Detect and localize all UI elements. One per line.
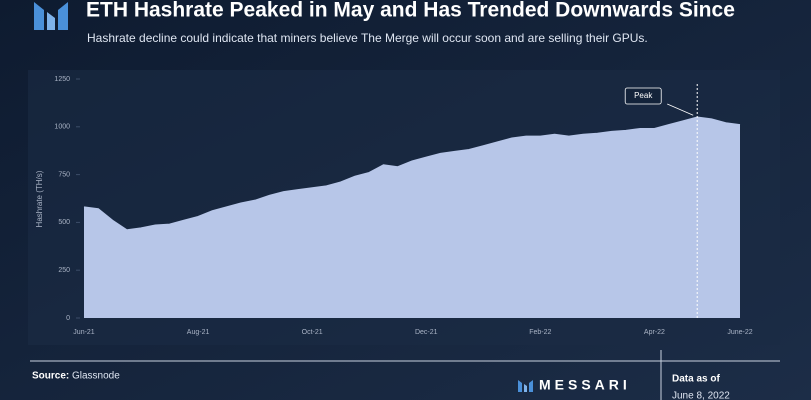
- peak-pointer: [667, 103, 694, 116]
- chart-subtitle: Hashrate decline could indicate that min…: [87, 31, 648, 45]
- x-tick-label: Apr-22: [644, 329, 665, 336]
- x-tick-label: Oct-21: [302, 329, 323, 336]
- peak-label: Peak: [634, 91, 653, 100]
- y-tick-label: 500: [58, 219, 70, 226]
- y-tick-label: 1250: [54, 76, 70, 83]
- brand-logo: [518, 380, 533, 392]
- y-tick-label: 750: [58, 171, 70, 178]
- x-tick-label: Aug-21: [187, 329, 210, 336]
- y-tick-label: 0: [66, 315, 70, 322]
- peak-box: [624, 87, 662, 105]
- chart-title: ETH Hashrate Peaked in May and Has Trend…: [86, 0, 735, 22]
- source-label: Source:: [32, 371, 69, 382]
- area-fill: [84, 117, 740, 319]
- data-date: June 8, 2022: [672, 391, 730, 400]
- x-tick-label: Feb-22: [529, 329, 551, 336]
- x-tick-label: Dec-21: [415, 329, 438, 336]
- x-tick-label: Jun-21: [73, 329, 95, 336]
- y-tick-label: 250: [58, 267, 70, 274]
- x-tick-label: June-22: [727, 329, 752, 336]
- source: Glassnode: [72, 371, 120, 382]
- brand: MESSARI: [539, 377, 631, 393]
- area-line: [83, 116, 741, 231]
- data-as-of: Data as of: [672, 374, 720, 385]
- y-tick-label: 1000: [54, 124, 70, 131]
- y-axis-label: Hashrate (TH/s): [35, 170, 44, 227]
- logo: [34, 2, 68, 30]
